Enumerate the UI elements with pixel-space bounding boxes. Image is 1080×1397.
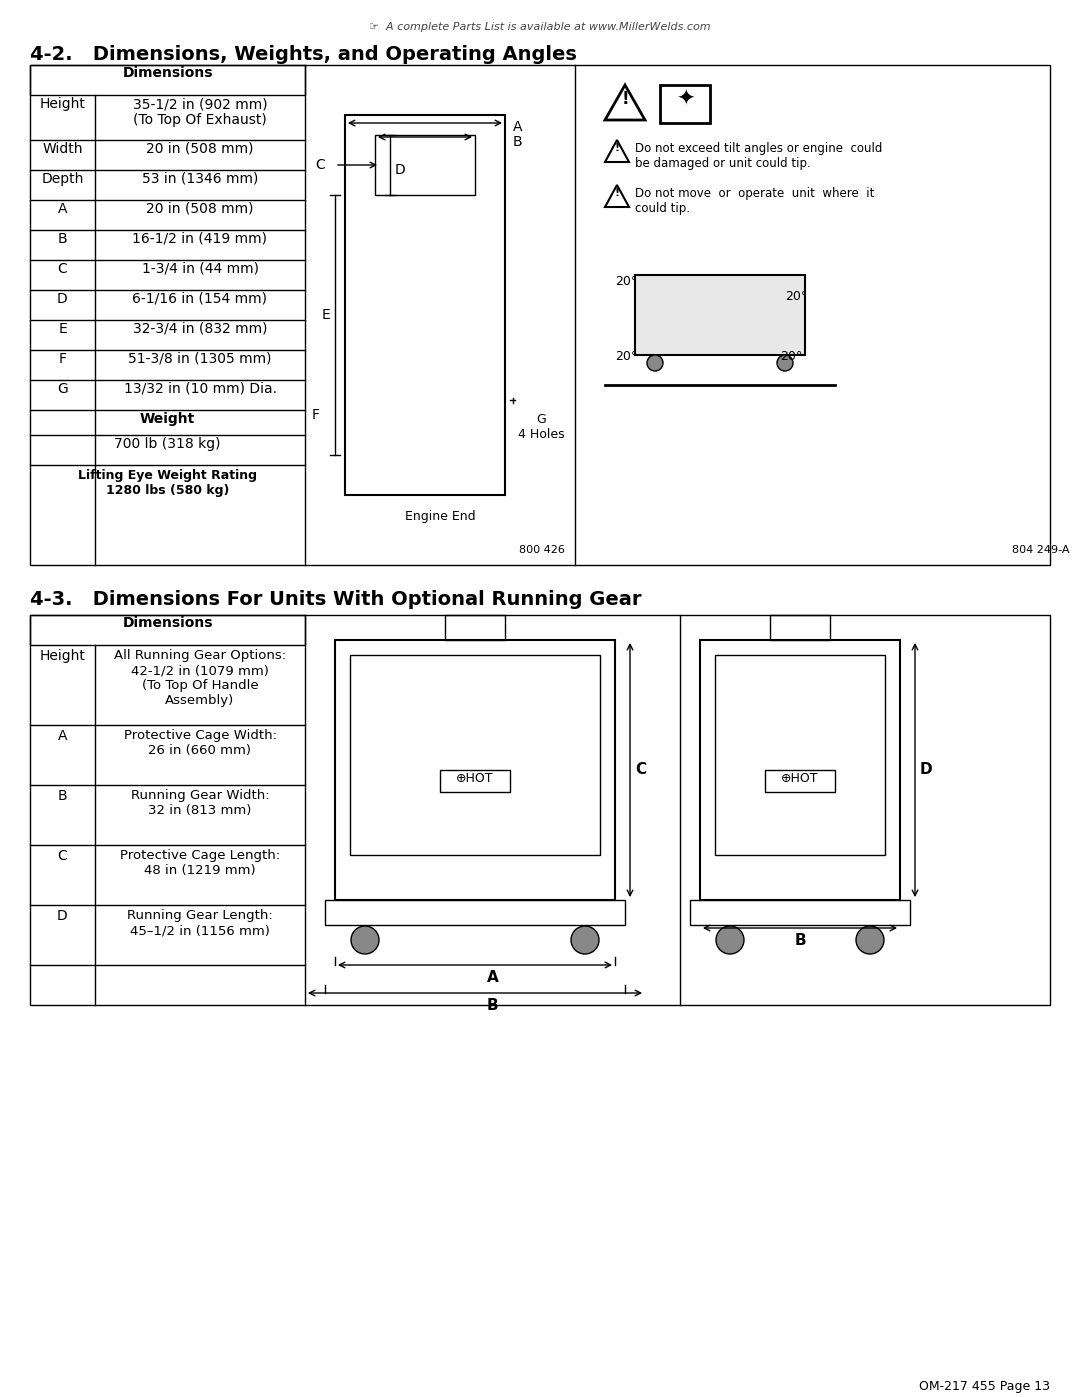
Text: Weight: Weight <box>140 412 195 426</box>
Circle shape <box>716 926 744 954</box>
Text: D: D <box>920 763 933 778</box>
Text: B: B <box>513 136 523 149</box>
Text: 800 426: 800 426 <box>519 545 565 555</box>
Bar <box>345 115 505 495</box>
Text: OM-217 455 Page 13: OM-217 455 Page 13 <box>919 1380 1050 1393</box>
Text: A: A <box>57 203 67 217</box>
Text: D: D <box>57 292 68 306</box>
Text: C: C <box>57 263 67 277</box>
Bar <box>30 615 1050 1004</box>
Bar <box>375 136 475 196</box>
Text: A: A <box>57 729 67 743</box>
Text: 20°: 20° <box>615 275 637 288</box>
Text: D: D <box>395 163 406 177</box>
Text: G: G <box>57 381 68 395</box>
Bar <box>700 640 900 900</box>
Text: Protective Cage Length:
48 in (1219 mm): Protective Cage Length: 48 in (1219 mm) <box>120 849 280 877</box>
Text: Engine End: Engine End <box>405 510 475 522</box>
Text: B: B <box>794 933 806 949</box>
Text: Do not exceed tilt angles or engine  could
be damaged or unit could tip.: Do not exceed tilt angles or engine coul… <box>635 142 882 170</box>
Text: ⊕HOT: ⊕HOT <box>781 773 819 785</box>
Text: 16-1/2 in (419 mm): 16-1/2 in (419 mm) <box>133 232 268 246</box>
Text: ⊕HOT: ⊕HOT <box>456 773 494 785</box>
Bar <box>30 66 1050 564</box>
Circle shape <box>351 926 379 954</box>
Text: !: ! <box>615 189 620 198</box>
Bar <box>765 770 835 792</box>
Text: !: ! <box>621 89 629 108</box>
Bar <box>350 655 600 855</box>
Text: D: D <box>57 909 68 923</box>
Text: Lifting Eye Weight Rating
1280 lbs (580 kg): Lifting Eye Weight Rating 1280 lbs (580 … <box>78 469 257 497</box>
Text: 32-3/4 in (832 mm): 32-3/4 in (832 mm) <box>133 321 267 337</box>
Text: 20°: 20° <box>785 291 807 303</box>
Bar <box>715 655 885 855</box>
Text: E: E <box>321 307 330 321</box>
Bar <box>690 900 910 925</box>
Text: Running Gear Length:
45–1/2 in (1156 mm): Running Gear Length: 45–1/2 in (1156 mm) <box>127 909 273 937</box>
Bar <box>335 640 615 900</box>
Bar <box>325 900 625 925</box>
Text: 20 in (508 mm): 20 in (508 mm) <box>146 203 254 217</box>
Text: B: B <box>487 997 498 1013</box>
Text: Width: Width <box>42 142 83 156</box>
Circle shape <box>856 926 885 954</box>
Text: Depth: Depth <box>41 172 83 186</box>
Text: E: E <box>58 321 67 337</box>
Text: 53 in (1346 mm): 53 in (1346 mm) <box>141 172 258 186</box>
Text: ☞  A complete Parts List is available at www.MillerWelds.com: ☞ A complete Parts List is available at … <box>369 22 711 32</box>
Text: 13/32 in (10 mm) Dia.: 13/32 in (10 mm) Dia. <box>123 381 276 395</box>
Text: ✦: ✦ <box>676 89 694 110</box>
Text: C: C <box>635 763 646 778</box>
Text: 804 249-A: 804 249-A <box>1013 545 1070 555</box>
Text: 51-3/8 in (1305 mm): 51-3/8 in (1305 mm) <box>129 352 272 366</box>
Circle shape <box>571 926 599 954</box>
Bar <box>635 275 805 355</box>
Text: 1-3/4 in (44 mm): 1-3/4 in (44 mm) <box>141 263 258 277</box>
Text: Protective Cage Width:
26 in (660 mm): Protective Cage Width: 26 in (660 mm) <box>123 729 276 757</box>
Text: B: B <box>57 232 67 246</box>
Text: 6-1/16 in (154 mm): 6-1/16 in (154 mm) <box>133 292 268 306</box>
Text: G
4 Holes: G 4 Holes <box>518 414 565 441</box>
Text: Do not move  or  operate  unit  where  it
could tip.: Do not move or operate unit where it cou… <box>635 187 875 215</box>
Bar <box>770 615 831 640</box>
Text: C: C <box>57 849 67 863</box>
Text: 700 lb (318 kg): 700 lb (318 kg) <box>114 437 220 451</box>
Circle shape <box>777 355 793 372</box>
Text: Height: Height <box>40 96 85 110</box>
Text: 20°: 20° <box>615 351 637 363</box>
Text: C: C <box>315 158 325 172</box>
Text: 35-1/2 in (902 mm)
(To Top Of Exhaust): 35-1/2 in (902 mm) (To Top Of Exhaust) <box>133 96 268 127</box>
Text: Height: Height <box>40 650 85 664</box>
Text: Dimensions: Dimensions <box>122 66 213 80</box>
Text: 20°: 20° <box>780 351 802 363</box>
Text: F: F <box>58 352 67 366</box>
Text: 4-2.   Dimensions, Weights, and Operating Angles: 4-2. Dimensions, Weights, and Operating … <box>30 45 577 64</box>
Text: 20 in (508 mm): 20 in (508 mm) <box>146 142 254 156</box>
Text: A: A <box>513 120 523 134</box>
Text: All Running Gear Options:
42-1/2 in (1079 mm)
(To Top Of Handle
Assembly): All Running Gear Options: 42-1/2 in (107… <box>113 650 286 707</box>
Text: Running Gear Width:
32 in (813 mm): Running Gear Width: 32 in (813 mm) <box>131 789 269 817</box>
Bar <box>440 770 510 792</box>
Bar <box>445 615 505 640</box>
Circle shape <box>647 355 663 372</box>
Text: A: A <box>487 970 498 985</box>
Text: Dimensions: Dimensions <box>122 616 213 630</box>
Text: 4-3.   Dimensions For Units With Optional Running Gear: 4-3. Dimensions For Units With Optional … <box>30 590 642 609</box>
Bar <box>30 66 305 95</box>
Bar <box>660 85 710 123</box>
Bar <box>30 615 305 645</box>
Text: B: B <box>57 789 67 803</box>
Text: F: F <box>312 408 320 422</box>
Text: !: ! <box>615 142 620 154</box>
